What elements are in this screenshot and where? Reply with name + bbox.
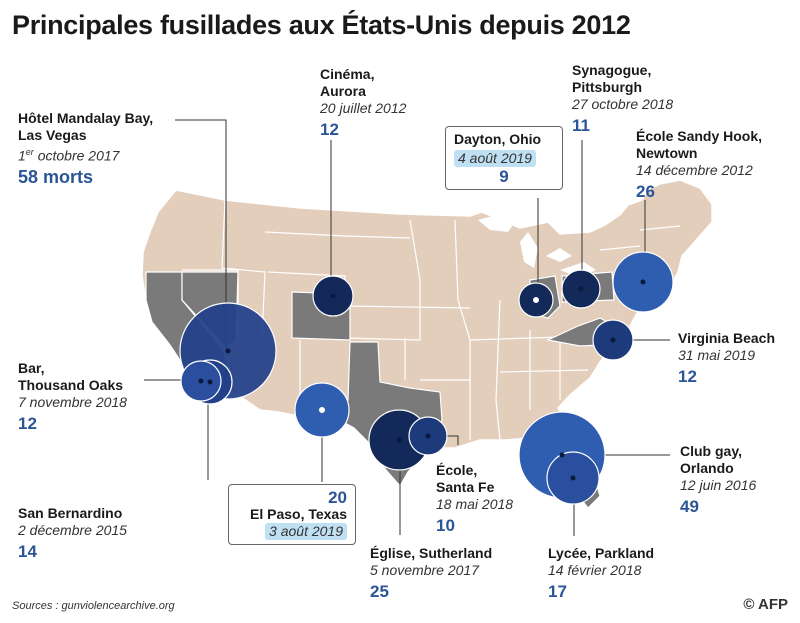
deaths-elpaso: 20 bbox=[328, 488, 347, 507]
deaths-sutherland: 25 bbox=[370, 582, 389, 601]
great-lakes bbox=[478, 214, 596, 278]
label-elpaso: 20 El Paso, Texas 3 août 2019 bbox=[228, 484, 356, 545]
place-thousandoaks: Bar, bbox=[18, 360, 45, 376]
afp-logo: © AFP bbox=[743, 596, 788, 613]
place2-lasvegas: Las Vegas bbox=[18, 127, 87, 143]
place-santafe: École, bbox=[436, 462, 478, 478]
date-aurora: 20 juillet 2012 bbox=[320, 100, 407, 116]
date-parkland: 14 février 2018 bbox=[548, 562, 642, 578]
place2-santafe: Santa Fe bbox=[436, 479, 495, 495]
deaths-aurora: 12 bbox=[320, 120, 339, 139]
label-thousandoaks: Bar, Thousand Oaks 7 novembre 2018 12 bbox=[18, 360, 127, 432]
place-sanbernardino: San Bernardino bbox=[18, 505, 123, 521]
deaths-lasvegas: 58 morts bbox=[18, 166, 94, 187]
place-sutherland: Église, Sutherland bbox=[370, 545, 493, 561]
place-elpaso: El Paso, Texas bbox=[249, 506, 347, 522]
date-virginiabeach: 31 mai 2019 bbox=[678, 347, 756, 363]
place2-aurora: Aurora bbox=[320, 83, 366, 99]
label-parkland: Lycée, Parkland 14 février 2018 17 bbox=[548, 545, 654, 600]
label-dayton: Dayton, Ohio 4 août 2019 9 bbox=[445, 126, 563, 190]
page-title: Principales fusillades aux États-Unis de… bbox=[12, 10, 631, 40]
place2-orlando: Orlando bbox=[680, 460, 734, 476]
place-orlando: Club gay, bbox=[680, 443, 742, 459]
label-lasvegas: Hôtel Mandalay Bay, Las Vegas 1er octobr… bbox=[18, 110, 153, 186]
label-santafe: École, Santa Fe 18 mai 2018 10 bbox=[436, 462, 513, 534]
date-orlando: 12 juin 2016 bbox=[680, 477, 757, 493]
date-thousandoaks: 7 novembre 2018 bbox=[18, 394, 127, 410]
deaths-parkland: 17 bbox=[548, 582, 567, 601]
label-sandyhook: École Sandy Hook, Newtown 14 décembre 20… bbox=[636, 128, 762, 200]
date-sanbernardino: 2 décembre 2015 bbox=[18, 522, 127, 538]
date-santafe: 18 mai 2018 bbox=[436, 496, 514, 512]
source-note: Sources : gunviolencearchive.org bbox=[12, 600, 175, 612]
deaths-sandyhook: 26 bbox=[636, 182, 655, 201]
label-sanbernardino: San Bernardino 2 décembre 2015 14 bbox=[18, 505, 127, 560]
deaths-santafe: 10 bbox=[436, 516, 455, 535]
date-elpaso: 3 août 2019 bbox=[265, 523, 347, 540]
deaths-sanbernardino: 14 bbox=[18, 542, 37, 561]
place2-thousandoaks: Thousand Oaks bbox=[18, 377, 124, 393]
date-lasvegas: 1er octobre 2017 bbox=[18, 147, 120, 164]
date-sutherland: 5 novembre 2017 bbox=[370, 562, 479, 578]
location-dots bbox=[198, 279, 646, 481]
label-orlando: Club gay, Orlando 12 juin 2016 49 bbox=[680, 443, 756, 515]
place2-sandyhook: Newtown bbox=[636, 145, 698, 161]
place-sandyhook: École Sandy Hook, bbox=[636, 128, 763, 144]
deaths-orlando: 49 bbox=[680, 497, 699, 516]
label-aurora: Cinéma, Aurora 20 juillet 2012 12 bbox=[320, 66, 406, 138]
place-dayton: Dayton, Ohio bbox=[454, 131, 542, 147]
label-virginiabeach: Virginia Beach 31 mai 2019 12 bbox=[678, 330, 775, 385]
date-dayton: 4 août 2019 bbox=[454, 150, 536, 167]
deaths-dayton: 9 bbox=[499, 167, 509, 186]
place-virginiabeach: Virginia Beach bbox=[678, 330, 776, 346]
label-pittsburgh: Synagogue, Pittsburgh 27 octobre 2018 11 bbox=[572, 62, 673, 134]
date-pittsburgh: 27 octobre 2018 bbox=[572, 96, 674, 112]
deaths-virginiabeach: 12 bbox=[678, 367, 697, 386]
place-aurora: Cinéma, bbox=[320, 66, 375, 82]
place-pittsburgh: Synagogue, bbox=[572, 62, 652, 78]
date-sandyhook: 14 décembre 2012 bbox=[636, 162, 753, 178]
place2-pittsburgh: Pittsburgh bbox=[572, 79, 642, 95]
label-sutherland: Église, Sutherland 5 novembre 2017 25 bbox=[370, 545, 492, 600]
deaths-pittsburgh: 11 bbox=[572, 116, 590, 135]
place-parkland: Lycée, Parkland bbox=[548, 545, 655, 561]
place-lasvegas: Hôtel Mandalay Bay, bbox=[18, 110, 154, 126]
deaths-thousandoaks: 12 bbox=[18, 414, 37, 433]
